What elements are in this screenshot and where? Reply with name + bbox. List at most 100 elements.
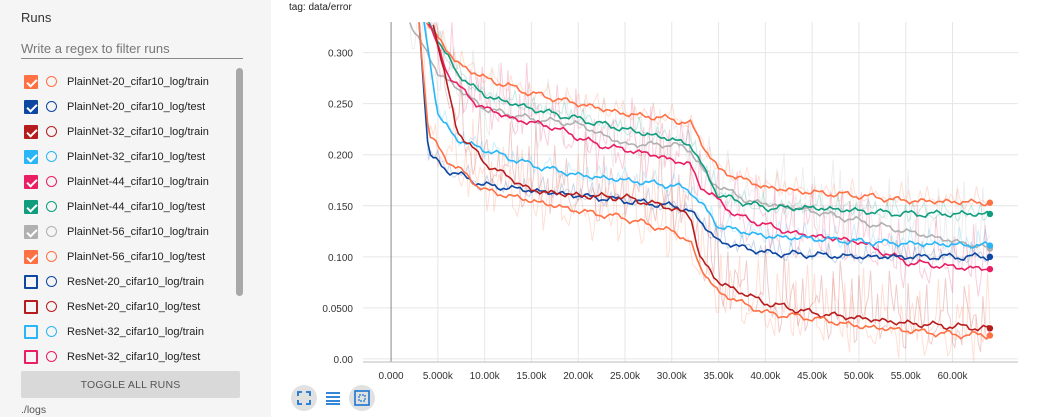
y-tick-label: 0.150 <box>328 202 353 213</box>
x-tick-label: 0.000 <box>379 371 404 382</box>
fit-domain-icon <box>297 391 311 405</box>
series-end-marker[interactable] <box>986 265 994 273</box>
series-line[interactable] <box>427 22 991 219</box>
run-list: PlainNet-20_cifar10_log/train PlainNet-20… <box>24 69 234 369</box>
chart-tag-title: tag: data/error <box>289 2 352 13</box>
run-checkbox[interactable] <box>24 224 38 239</box>
run-row[interactable]: PlainNet-56_cifar10_log/train <box>24 219 234 244</box>
series-end-marker[interactable] <box>986 242 994 249</box>
x-tick-label: 35.00k <box>704 371 735 382</box>
x-tick-label: 50.00k <box>844 371 875 382</box>
y-tick-label: 0.250 <box>328 100 353 111</box>
x-tick-label: 10.00k <box>470 371 501 382</box>
run-row[interactable]: PlainNet-20_cifar10_log/test <box>24 94 234 119</box>
log-directory: ./logs <box>21 404 47 416</box>
run-color-swatch[interactable] <box>46 201 57 212</box>
run-color-swatch[interactable] <box>46 126 57 137</box>
raw-series-line <box>419 22 991 266</box>
run-color-swatch[interactable] <box>46 351 57 362</box>
series-end-marker[interactable] <box>986 199 994 206</box>
x-tick-label: 25.00k <box>610 371 641 382</box>
expand-icon <box>354 390 370 406</box>
x-tick-label: 60.00k <box>937 371 968 382</box>
run-label: ResNet-20_cifar10_log/train <box>67 275 204 288</box>
scrollbar-thumb[interactable] <box>236 68 243 296</box>
run-row[interactable]: PlainNet-44_cifar10_log/train <box>24 169 234 194</box>
runs-title: Runs <box>21 10 52 25</box>
series-end-marker[interactable] <box>986 325 994 332</box>
series-line[interactable] <box>423 21 989 249</box>
x-tick-label: 20.00k <box>563 371 594 382</box>
run-row[interactable]: PlainNet-32_cifar10_log/test <box>24 144 234 169</box>
run-checkbox[interactable] <box>24 199 38 214</box>
run-row[interactable]: ResNet-32_cifar10_log/train <box>24 319 234 344</box>
run-list-scrollbar[interactable] <box>236 68 243 296</box>
series-line[interactable] <box>427 23 991 272</box>
y-tick-label: 0.100 <box>328 253 353 264</box>
y-tick-label: 0.300 <box>328 49 353 60</box>
run-filter-input[interactable] <box>21 38 243 59</box>
run-row[interactable]: PlainNet-44_cifar10_log/test <box>24 194 234 219</box>
x-tick-label: 30.00k <box>657 371 688 382</box>
run-row[interactable]: ResNet-20_cifar10_log/test <box>24 294 234 319</box>
run-checkbox[interactable] <box>24 324 38 339</box>
run-row[interactable]: ResNet-20_cifar10_log/train <box>24 269 234 294</box>
series-end-marker[interactable] <box>986 332 994 339</box>
run-row[interactable]: PlainNet-20_cifar10_log/train <box>24 69 234 94</box>
run-checkbox[interactable] <box>24 299 38 314</box>
run-label: PlainNet-32_cifar10_log/train <box>67 125 209 138</box>
runs-sidebar: Runs PlainNet-20_cifar10_log/trainPlainN… <box>0 0 271 417</box>
run-label: PlainNet-56_cifar10_log/train <box>67 225 209 238</box>
expand-chart-button[interactable] <box>349 385 375 411</box>
series-line[interactable] <box>425 22 989 207</box>
series-line[interactable] <box>418 22 990 261</box>
raw-series-line <box>430 22 991 297</box>
series-end-marker[interactable] <box>986 253 994 261</box>
series-end-marker[interactable] <box>986 210 994 218</box>
run-label: PlainNet-56_cifar10_log/test <box>67 250 206 263</box>
run-row[interactable]: PlainNet-56_cifar10_log/test <box>24 244 234 269</box>
run-color-swatch[interactable] <box>46 151 57 162</box>
toggle-all-runs-button[interactable]: TOGGLE ALL RUNS <box>21 371 240 398</box>
run-row[interactable]: ResNet-32_cifar10_log/test <box>24 344 234 369</box>
log-scale-icon <box>326 392 340 405</box>
x-tick-label: 15.00k <box>516 371 547 382</box>
raw-series-line <box>435 22 991 353</box>
run-label: PlainNet-20_cifar10_log/train <box>67 75 209 88</box>
run-checkbox[interactable] <box>24 349 38 364</box>
y-tick-label: 0.200 <box>328 151 353 162</box>
run-label: ResNet-32_cifar10_log/train <box>67 325 204 338</box>
log-scale-button[interactable] <box>320 385 346 411</box>
run-checkbox[interactable] <box>24 124 38 139</box>
run-checkbox[interactable] <box>24 274 38 289</box>
run-row[interactable]: PlainNet-32_cifar10_log/train <box>24 119 234 144</box>
run-checkbox[interactable] <box>24 249 38 264</box>
x-tick-label: 55.00k <box>891 371 922 382</box>
run-color-swatch[interactable] <box>46 101 57 112</box>
y-tick-label: 0.0500 <box>322 304 353 315</box>
run-checkbox[interactable] <box>24 149 38 164</box>
run-color-swatch[interactable] <box>46 276 57 287</box>
run-color-swatch[interactable] <box>46 251 57 262</box>
run-color-swatch[interactable] <box>46 301 57 312</box>
fit-domain-button[interactable] <box>291 385 317 411</box>
run-label: PlainNet-32_cifar10_log/test <box>67 150 206 163</box>
run-color-swatch[interactable] <box>46 226 57 237</box>
run-checkbox[interactable] <box>24 99 38 114</box>
raw-series-line <box>409 22 991 269</box>
run-checkbox[interactable] <box>24 74 38 89</box>
run-color-swatch[interactable] <box>46 326 57 337</box>
series-line[interactable] <box>432 24 990 332</box>
raw-series-line <box>428 22 991 223</box>
error-line-chart: 0.00 0.0500 0.100 0.150 0.200 0.250 0.300 0.000… <box>322 21 1018 382</box>
run-label: PlainNet-44_cifar10_log/test <box>67 200 206 213</box>
run-label: ResNet-32_cifar10_log/test <box>67 350 201 363</box>
x-tick-label: 45.00k <box>797 371 828 382</box>
run-color-swatch[interactable] <box>46 176 57 187</box>
series-line[interactable] <box>409 22 989 249</box>
y-tick-label: 0.00 <box>334 355 354 366</box>
run-checkbox[interactable] <box>24 174 38 189</box>
raw-series-line <box>424 22 991 253</box>
run-color-swatch[interactable] <box>46 76 57 87</box>
series-line[interactable] <box>418 22 990 340</box>
